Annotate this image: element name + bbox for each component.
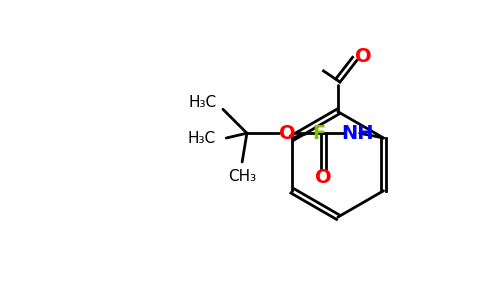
Text: O: O: [279, 124, 296, 143]
Text: H₃C: H₃C: [188, 130, 216, 146]
Text: O: O: [355, 47, 372, 66]
Text: F: F: [312, 124, 325, 143]
Text: H₃C: H₃C: [189, 94, 217, 110]
Text: CH₃: CH₃: [228, 169, 256, 184]
Text: O: O: [315, 168, 332, 187]
Text: NH: NH: [341, 124, 374, 143]
